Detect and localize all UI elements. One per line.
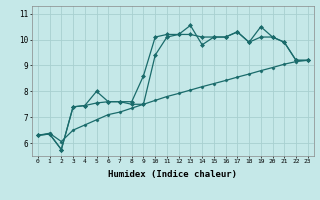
X-axis label: Humidex (Indice chaleur): Humidex (Indice chaleur) [108,170,237,179]
